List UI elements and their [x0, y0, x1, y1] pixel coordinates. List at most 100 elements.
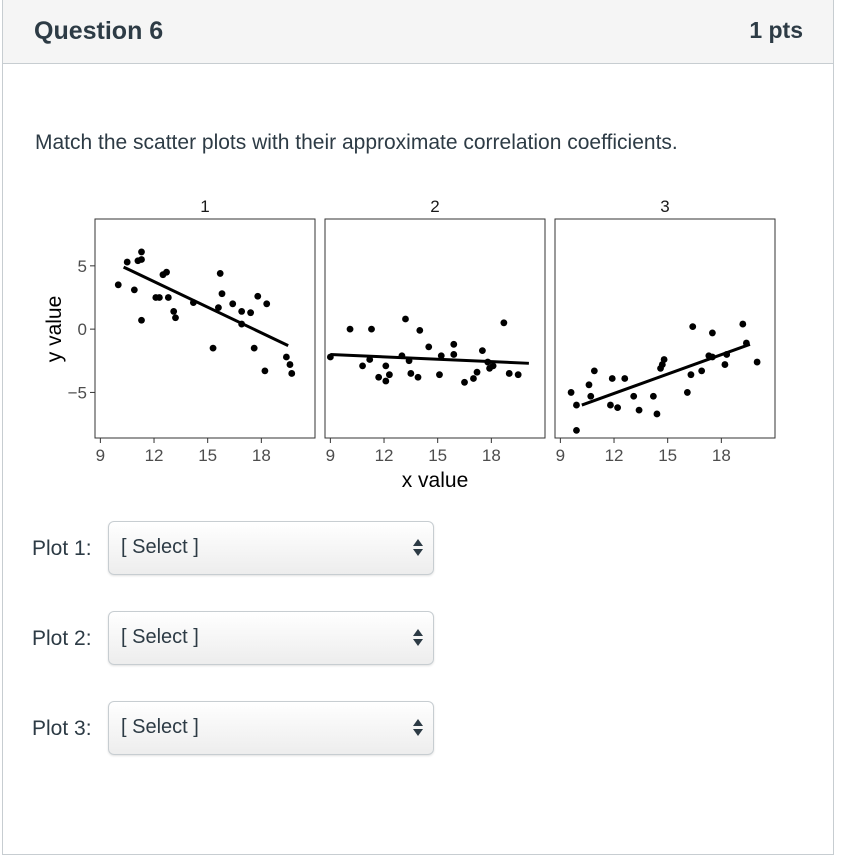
data-point — [484, 358, 492, 366]
data-point — [238, 320, 246, 328]
data-point — [573, 401, 580, 409]
data-point — [189, 299, 197, 306]
data-point — [590, 367, 598, 375]
data-point — [473, 368, 481, 376]
data-point — [721, 361, 729, 368]
data-point — [170, 308, 178, 315]
scatter-plot-figure: 1 9 12 15 18 2 9 12 15 18 3 9 12 15 18 5 0 −5 x value y val… — [43, 197, 776, 492]
y-tick-label: −5 — [68, 383, 87, 402]
x-tick-label: 18 — [712, 446, 731, 465]
data-point — [649, 392, 657, 400]
select-arrows-icon — [413, 628, 423, 650]
data-point — [263, 300, 271, 308]
data-point — [585, 381, 593, 389]
x-tick-label: 12 — [605, 446, 624, 465]
data-point — [614, 404, 622, 412]
data-point — [250, 344, 258, 352]
data-point — [436, 371, 443, 379]
data-point — [346, 325, 354, 333]
plot-2-label: Plot 2: — [32, 627, 92, 650]
data-point — [723, 351, 731, 358]
plot-1-select[interactable]: [ Select ] — [108, 521, 434, 575]
y-tick-label: 5 — [78, 257, 87, 276]
data-point — [689, 323, 697, 331]
x-tick-label: 15 — [428, 446, 447, 465]
data-point — [261, 367, 269, 375]
panel-2-strip-label: 2 — [430, 197, 439, 216]
data-point — [567, 389, 575, 396]
data-point — [607, 401, 614, 409]
data-point — [282, 353, 290, 361]
data-point — [138, 316, 145, 324]
x-tick-label: 12 — [145, 446, 164, 465]
data-point — [229, 300, 237, 308]
x-tick-label: 18 — [482, 446, 501, 465]
x-tick-label: 9 — [556, 446, 565, 465]
data-point — [130, 286, 138, 294]
data-point — [450, 351, 458, 358]
panel-2-trend-line — [330, 352, 529, 365]
x-tick-label: 15 — [658, 446, 677, 465]
panel-2-frame — [324, 218, 546, 439]
x-tick-label: 12 — [375, 446, 394, 465]
data-point — [698, 367, 706, 375]
data-point — [405, 357, 413, 365]
data-point — [288, 370, 296, 377]
data-point — [247, 309, 255, 317]
y-axis-label: y value — [43, 296, 66, 363]
data-point — [238, 308, 246, 315]
data-point — [414, 373, 422, 381]
data-point — [407, 370, 415, 377]
plot-3-select[interactable]: [ Select ] — [108, 701, 434, 755]
data-point — [359, 362, 366, 370]
data-point — [286, 361, 294, 368]
data-point — [172, 314, 179, 322]
data-point — [368, 325, 375, 333]
question-title: Question 6 — [34, 17, 164, 45]
plot-2-select[interactable]: [ Select ] — [108, 611, 434, 665]
x-axis-label: x value — [402, 469, 469, 492]
y-tick-label: 0 — [78, 320, 87, 339]
data-point — [382, 362, 390, 370]
plot-2-select-value: [ Select ] — [121, 626, 199, 648]
data-point — [437, 352, 445, 360]
data-point — [683, 389, 691, 396]
plot-3-select-value: [ Select ] — [121, 716, 199, 738]
panel-1-trend-line — [122, 265, 289, 347]
data-point — [215, 304, 222, 312]
data-point — [385, 371, 393, 379]
data-point — [398, 352, 406, 360]
data-point — [489, 362, 497, 370]
data-point — [209, 344, 217, 352]
plot-1-select-value: [ Select ] — [121, 536, 199, 558]
data-point — [164, 294, 172, 301]
data-point — [123, 258, 131, 266]
data-point — [375, 373, 383, 381]
x-tick-label: 9 — [326, 446, 335, 465]
x-tick-label: 18 — [252, 446, 271, 465]
data-point — [326, 353, 334, 361]
plot-3-label: Plot 3: — [32, 717, 92, 740]
data-point — [621, 375, 629, 382]
data-point — [573, 427, 580, 434]
data-point — [753, 358, 761, 366]
data-point — [402, 315, 409, 323]
data-point — [450, 340, 458, 348]
data-point — [500, 319, 508, 327]
panel-3-frame — [554, 218, 776, 439]
data-point — [742, 339, 750, 347]
data-point — [635, 406, 643, 414]
select-arrows-icon — [413, 718, 423, 740]
data-point — [587, 392, 595, 400]
data-point — [505, 370, 513, 377]
data-point — [138, 256, 145, 263]
data-point — [660, 356, 668, 363]
data-point — [653, 410, 661, 418]
data-point — [708, 353, 716, 361]
data-point — [687, 371, 695, 379]
data-point — [739, 320, 747, 328]
question-prompt: Match the scatter plots with their appro… — [35, 131, 678, 154]
panel-1-strip-label: 1 — [200, 197, 209, 216]
data-point — [416, 326, 424, 334]
data-point — [114, 281, 122, 289]
